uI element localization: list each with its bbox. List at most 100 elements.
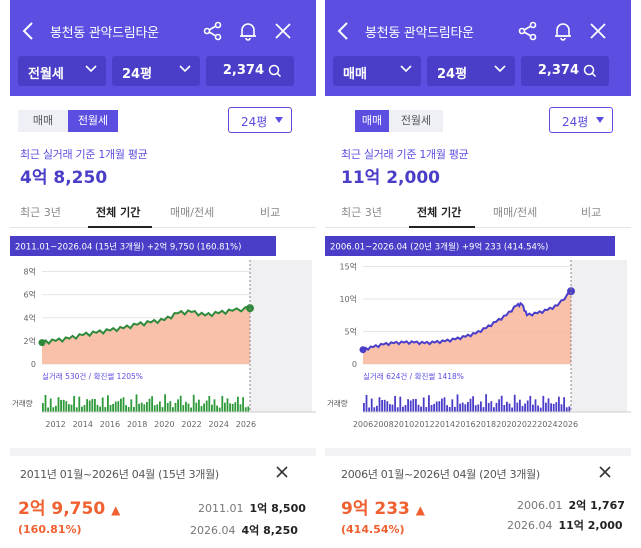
volume-bar xyxy=(519,399,521,412)
volume-bar xyxy=(422,397,425,412)
volume-bar xyxy=(511,407,513,412)
volume-bar xyxy=(237,396,239,412)
price-chart[interactable]: 15억 10억 5억 0 2006.01~2026.04 (20년 3개월) +9억 2… xyxy=(325,234,631,439)
volume-bar xyxy=(415,399,417,412)
type-select[interactable]: 전월세 xyxy=(18,56,106,86)
pyeong-dropdown[interactable]: 24평 xyxy=(549,107,613,133)
volume-bar xyxy=(454,406,456,412)
volume-bar xyxy=(107,395,109,412)
volume-bar xyxy=(166,402,169,412)
count-search[interactable]: 2,374 xyxy=(206,56,294,86)
volume-bar xyxy=(490,401,493,412)
start-point: 2011.01 1억 8,500 xyxy=(198,500,306,516)
start-dot xyxy=(38,339,46,347)
area-select[interactable]: 24평 xyxy=(427,56,515,86)
share-icon[interactable] xyxy=(202,20,224,42)
volume-bar xyxy=(438,401,441,412)
volume-bar xyxy=(485,394,487,412)
volume-bar xyxy=(148,398,151,412)
volume-bar xyxy=(506,401,508,412)
volume-bar xyxy=(368,407,370,412)
volume-bar xyxy=(138,403,140,412)
range-tooltip-text: 2006.01~2026.04 (20년 3개월) +9억 233 (414.5… xyxy=(330,242,548,253)
tab-all-period[interactable]: 전체 기간 xyxy=(96,206,141,219)
x-tick-label: 2008 xyxy=(373,420,393,429)
close-icon[interactable] xyxy=(587,20,609,42)
volume-bar xyxy=(376,405,378,412)
tab-sale-jeonse[interactable]: 매매/전세 xyxy=(493,206,538,219)
start-value: 2억 1,767 xyxy=(568,499,625,512)
close-icon[interactable] xyxy=(274,464,290,480)
future-zone xyxy=(571,260,627,412)
area-select[interactable]: 24평 xyxy=(112,56,200,86)
volume-bar xyxy=(373,407,376,412)
volume-bar xyxy=(420,406,422,412)
volume-bar xyxy=(99,406,101,412)
volume-bar xyxy=(396,407,399,412)
volume-bar xyxy=(153,405,156,412)
volume-bar xyxy=(498,399,500,412)
volume-bar xyxy=(81,406,83,412)
volume-bar xyxy=(112,403,114,412)
volume-bar xyxy=(402,406,404,412)
segment-rent[interactable]: 전월세 xyxy=(68,110,118,132)
segment-sale[interactable]: 매매 xyxy=(355,110,389,132)
volume-bar xyxy=(464,404,467,412)
tab-compare[interactable]: 비교 xyxy=(260,206,281,219)
segment-sale[interactable]: 매매 xyxy=(18,110,68,132)
trade-info: 실거래 624건 / 확진썰 1418% xyxy=(363,371,464,381)
volume-bar xyxy=(216,405,218,412)
tab-sale-jeonse[interactable]: 매매/전세 xyxy=(170,206,215,219)
volume-bar xyxy=(383,399,386,412)
future-zone xyxy=(250,260,312,412)
bell-icon[interactable] xyxy=(237,20,259,42)
x-tick-label: 2026 xyxy=(236,420,256,429)
volume-bar xyxy=(239,404,242,412)
close-icon[interactable] xyxy=(597,464,613,480)
count-search[interactable]: 2,374 xyxy=(521,56,609,86)
active-tab-indicator xyxy=(88,226,152,228)
volume-label: 거래량 xyxy=(327,399,348,408)
period-label: 2011년 01월~2026년 04월 (15년 3개월) xyxy=(20,468,219,481)
tab-recent-3y[interactable]: 최근 3년 xyxy=(341,206,382,219)
bell-icon[interactable] xyxy=(552,20,574,42)
chevron-left-icon[interactable] xyxy=(18,18,40,44)
chevron-left-icon[interactable] xyxy=(333,18,355,44)
segment-rent[interactable]: 전월세 xyxy=(389,110,443,132)
volume-bar xyxy=(534,399,537,412)
volume-bar xyxy=(550,403,552,412)
volume-bar xyxy=(430,404,433,412)
volume-bar xyxy=(495,402,498,412)
share-icon[interactable] xyxy=(517,20,539,42)
close-icon[interactable] xyxy=(272,20,294,42)
volume-bar xyxy=(552,403,555,412)
volume-bar xyxy=(404,405,407,412)
volume-bar xyxy=(545,402,547,412)
volume-bar xyxy=(409,400,412,412)
volume-bar xyxy=(394,395,396,412)
pyeong-dropdown[interactable]: 24평 xyxy=(228,107,292,133)
tab-recent-3y[interactable]: 최근 3년 xyxy=(20,206,61,219)
volume-bar xyxy=(65,401,68,412)
volume-bar xyxy=(130,399,133,412)
volume-bar xyxy=(480,401,482,412)
tab-all-period[interactable]: 전체 기간 xyxy=(417,206,462,219)
type-select[interactable]: 매매 xyxy=(333,56,421,86)
start-point: 2006.01 2억 1,767 xyxy=(517,497,625,513)
volume-bar xyxy=(140,402,143,412)
section-divider xyxy=(10,448,316,456)
y-tick-label: 8억 xyxy=(24,267,36,277)
volume-bar xyxy=(532,404,534,412)
caret-down-icon xyxy=(275,117,283,123)
tab-compare[interactable]: 비교 xyxy=(581,206,602,219)
y-tick-label: 15억 xyxy=(339,262,357,272)
volume-bar xyxy=(174,402,177,412)
x-tick-label: 2012 xyxy=(414,420,434,429)
x-tick-label: 2026 xyxy=(558,420,578,429)
end-point: 2026.04 4억 8,250 xyxy=(190,522,298,538)
volume-bar xyxy=(200,405,203,412)
end-point: 2026.04 11억 2,000 xyxy=(507,517,623,533)
chevron-down-icon xyxy=(179,65,191,73)
price-chart[interactable]: 8억 6억 4억 2억 0 2011.01~2026.04 (15년 3개월) +2억 9… xyxy=(10,234,316,439)
volume-bar xyxy=(146,402,148,412)
